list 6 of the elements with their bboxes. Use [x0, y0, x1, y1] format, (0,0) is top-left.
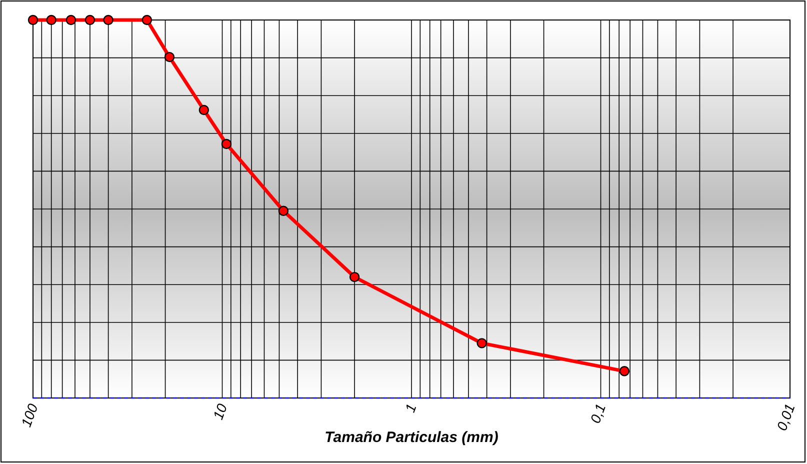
x-axis-title: Tamaño Particulas (mm)	[324, 429, 498, 446]
x-tick-label: 10	[210, 401, 230, 422]
x-tick-label: 0,1	[586, 402, 609, 426]
x-tick-label: 0,01	[773, 402, 798, 433]
x-tick-label: 1	[402, 402, 420, 414]
x-tick-label: 100	[18, 401, 41, 429]
